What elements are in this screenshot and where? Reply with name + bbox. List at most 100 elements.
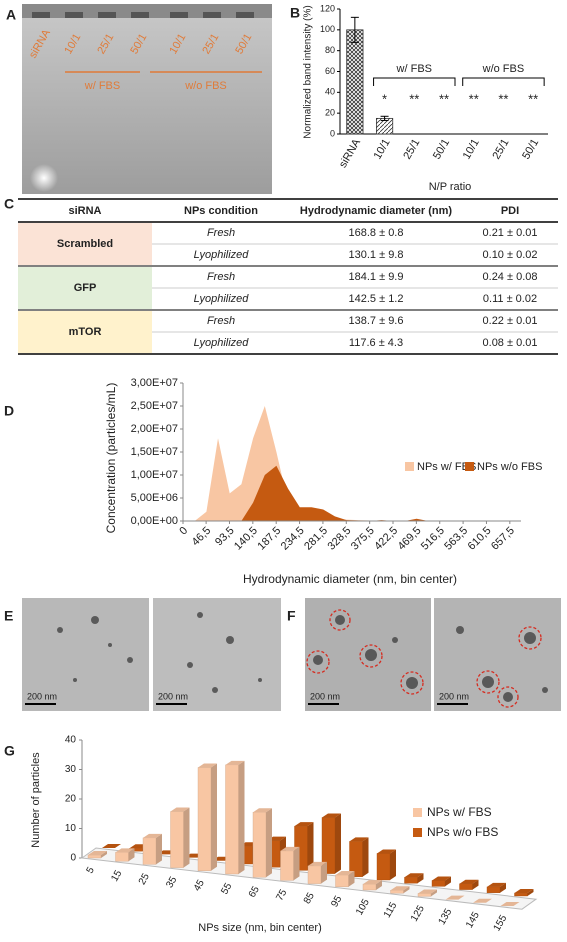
bar-front (459, 883, 473, 890)
bar-side (376, 880, 382, 890)
bar-front (307, 865, 322, 884)
x-tick-label: 0 (177, 525, 190, 538)
bar (390, 886, 410, 894)
y-tick-label: 30 (65, 764, 77, 775)
legend-label: NPs w/ FBS (417, 461, 476, 473)
y-tick-label: 60 (325, 66, 335, 76)
x-tick-label: 125 (409, 903, 427, 923)
bar-top (225, 760, 245, 765)
legend-swatch (413, 828, 422, 837)
bar (142, 833, 162, 865)
bar-side (362, 837, 369, 877)
table-cell: 138.7 ± 9.6 (349, 315, 404, 327)
bar-top (294, 822, 314, 827)
gel-well (170, 12, 188, 18)
significance: ** (469, 91, 479, 106)
bar-side (101, 851, 107, 858)
bar-side (445, 876, 451, 887)
group-label: w/o FBS (482, 63, 525, 75)
gel-image (22, 4, 272, 194)
bar-top (404, 873, 424, 878)
table-header: Hydrodynamic diameter (nm) (300, 205, 453, 217)
group-name: Scrambled (57, 238, 113, 250)
bar-side (335, 813, 341, 874)
bar-side (293, 846, 300, 881)
y-tick-label: 80 (325, 45, 335, 55)
bar-front (170, 811, 184, 868)
bar-top (115, 848, 135, 853)
y-tick-label: 20 (325, 108, 335, 118)
table-cell: Fresh (207, 315, 235, 327)
significance: ** (498, 91, 508, 106)
x-tick-label: 105 (354, 897, 372, 917)
group-name: GFP (74, 282, 97, 294)
panel-label: F (287, 608, 296, 624)
x-tick-label: siRNA (337, 136, 363, 170)
table-cell: 0.21 ± 0.01 (483, 227, 538, 239)
bar-front (197, 767, 212, 871)
x-tick-label: 610,5 (466, 525, 494, 553)
bar-side (211, 763, 217, 871)
scale-bar-label: 200 nm (27, 691, 57, 701)
panel-label: C (4, 196, 14, 212)
bar-side (348, 871, 355, 887)
scale-bar-label: 200 nm (158, 691, 188, 701)
bar-top (377, 849, 396, 854)
bar-front (431, 880, 446, 887)
y-tick-label: 1,50E+07 (131, 446, 178, 458)
y-tick-label: 0 (330, 128, 335, 138)
panel-label: E (4, 608, 13, 624)
bar-top (514, 889, 534, 894)
error-bar (350, 16, 359, 43)
bar-front (335, 874, 349, 888)
y-tick-label: 0,00E+00 (131, 515, 178, 527)
bar-top (473, 898, 492, 903)
bar-front (87, 854, 102, 859)
table-cell: Lyophilized (194, 249, 250, 261)
bar (115, 848, 135, 862)
bar-top (418, 889, 437, 894)
y-tick-label: 2,00E+07 (131, 423, 178, 435)
bar-side (321, 861, 327, 884)
gel-well (98, 12, 116, 18)
bar (197, 763, 217, 871)
bar-front (486, 886, 501, 894)
y-tick-label: 20 (65, 794, 77, 805)
group-label: w/o FBS (184, 80, 227, 92)
table-header: PDI (501, 205, 519, 217)
bar-front (514, 892, 528, 897)
x-axis-label: N/P ratio (429, 181, 472, 193)
y-tick-label: 5,00E+06 (131, 492, 178, 504)
bar-top (487, 882, 506, 887)
bar (473, 898, 492, 903)
bar-side (238, 760, 245, 874)
table-cell: Lyophilized (194, 337, 250, 349)
micrographs: 200 nm 200 nm 200 nm 200 nm (22, 598, 561, 711)
x-tick-label: 65 (247, 884, 262, 900)
x-axis-label: NPs size (nm, bin center) (198, 922, 321, 934)
bar-front (280, 850, 294, 881)
x-tick-label: 50/1 (520, 137, 541, 162)
panel-label: G (4, 743, 15, 759)
bar (252, 808, 272, 878)
scale-bar-label: 200 nm (439, 691, 469, 701)
legend-swatch (405, 462, 414, 471)
table-cell: 0.11 ± 0.02 (483, 293, 537, 305)
bar-side (527, 889, 534, 896)
legend-label: NPs w/o FBS (477, 461, 542, 473)
bar (514, 889, 534, 897)
table-cell: 117.6 ± 4.3 (349, 337, 403, 349)
x-tick-label: 145 (464, 910, 482, 930)
x-tick-label: 55 (219, 881, 234, 897)
bar-side (390, 849, 396, 880)
bar-front (225, 764, 239, 875)
table-cell: Fresh (207, 227, 235, 239)
legend-swatch (413, 808, 422, 817)
scale-bar-label: 200 nm (310, 691, 340, 701)
x-tick-label: 25/1 (401, 137, 422, 162)
x-tick-label: 10/1 (461, 137, 482, 162)
x-tick-label: 140,5 (232, 525, 260, 553)
bar (362, 880, 382, 891)
table-cell: Fresh (207, 271, 235, 283)
significance: ** (528, 91, 538, 106)
